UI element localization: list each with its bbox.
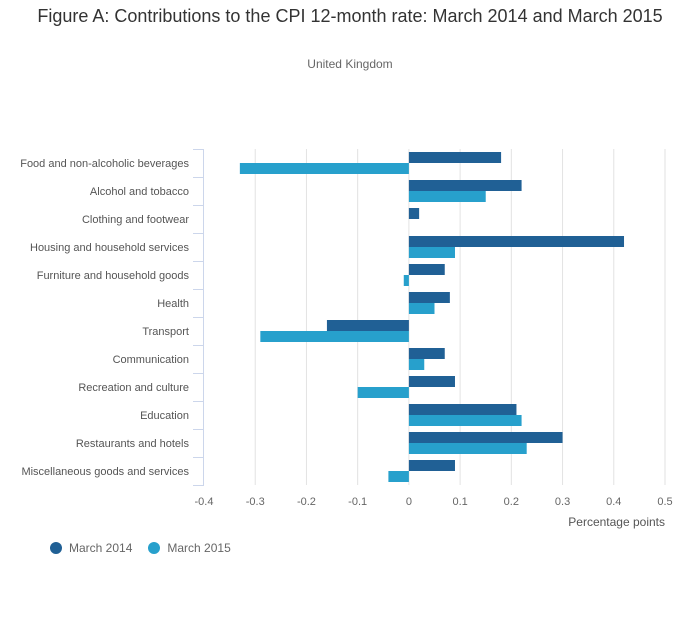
- legend-item-march-2015[interactable]: March 2015: [148, 541, 231, 555]
- bar-march-2014[interactable]: [408, 404, 517, 415]
- y-axis-category-labels: Food and non-alcoholic beverages Alcohol …: [20, 158, 189, 478]
- y-category-label: Furniture and household goods: [37, 270, 190, 282]
- bar-march-2015[interactable]: [408, 191, 486, 202]
- x-tick-label: -0.1: [348, 496, 367, 508]
- y-category-label: Recreation and culture: [78, 382, 189, 394]
- y-category-label: Clothing and footwear: [82, 214, 189, 226]
- bar-march-2014[interactable]: [408, 236, 625, 247]
- x-axis-tick-labels: -0.4 -0.3 -0.2 -0.1 0 0.1 0.2 0.3 0.4 0.5: [195, 496, 673, 508]
- x-tick-label: 0.1: [452, 496, 467, 508]
- bar-march-2015[interactable]: [239, 163, 409, 174]
- bar-march-2014[interactable]: [326, 320, 409, 331]
- x-tick-label: 0.2: [504, 496, 519, 508]
- x-tick-label: 0: [406, 496, 412, 508]
- bar-march-2015[interactable]: [408, 359, 425, 370]
- bar-march-2014[interactable]: [408, 376, 455, 387]
- bar-march-2015[interactable]: [408, 247, 455, 258]
- y-category-label: Alcohol and tobacco: [90, 186, 189, 198]
- bar-march-2014[interactable]: [408, 460, 455, 471]
- bars: [239, 152, 625, 482]
- y-category-label: Food and non-alcoholic beverages: [20, 158, 189, 170]
- legend: March 2014 March 2015: [50, 541, 247, 555]
- gridlines: [254, 149, 666, 485]
- bar-march-2015[interactable]: [408, 303, 435, 314]
- legend-label: March 2014: [69, 541, 133, 555]
- x-axis-title: Percentage points: [568, 515, 665, 529]
- bar-march-2014[interactable]: [408, 152, 502, 163]
- x-tick-label: 0.5: [657, 496, 672, 508]
- bar-march-2015[interactable]: [260, 331, 409, 342]
- x-tick-label: -0.2: [297, 496, 316, 508]
- legend-label: March 2015: [167, 541, 231, 555]
- y-category-label: Communication: [113, 354, 189, 366]
- y-category-label: Education: [140, 410, 189, 422]
- bar-march-2014[interactable]: [408, 348, 445, 359]
- bar-march-2014[interactable]: [408, 264, 445, 275]
- x-tick-label: 0.4: [606, 496, 621, 508]
- legend-marker-icon: [50, 542, 62, 554]
- bar-march-2014[interactable]: [408, 208, 420, 219]
- chart-subtitle: United Kingdom: [307, 57, 393, 71]
- x-tick-label: -0.3: [246, 496, 265, 508]
- legend-marker-icon: [148, 542, 161, 554]
- bar-march-2014[interactable]: [408, 292, 450, 303]
- x-tick-label: -0.4: [195, 496, 214, 508]
- y-axis: [193, 149, 204, 486]
- bar-march-2014[interactable]: [408, 180, 522, 191]
- y-category-label: Miscellaneous goods and services: [21, 466, 189, 478]
- y-category-label: Transport: [142, 326, 189, 338]
- bar-march-2015[interactable]: [357, 387, 409, 398]
- y-category-label: Housing and household services: [30, 242, 189, 254]
- y-category-label: Restaurants and hotels: [76, 438, 190, 450]
- bar-march-2015[interactable]: [388, 471, 409, 482]
- bar-march-2015[interactable]: [408, 415, 522, 426]
- chart-title: Figure A: Contributions to the CPI 12-mo…: [37, 6, 663, 26]
- bar-march-2015[interactable]: [408, 443, 527, 454]
- x-tick-label: 0.3: [555, 496, 570, 508]
- legend-item-march-2014[interactable]: March 2014: [50, 541, 132, 555]
- bar-march-2015[interactable]: [403, 275, 409, 286]
- y-category-label: Health: [157, 298, 189, 310]
- bar-march-2014[interactable]: [408, 432, 563, 443]
